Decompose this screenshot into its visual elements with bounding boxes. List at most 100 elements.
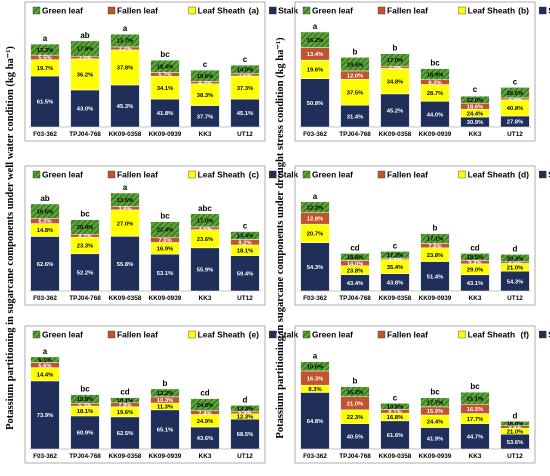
segment-value-label: 21.0% — [507, 429, 523, 435]
bar-segment-green-leaf — [30, 43, 60, 56]
segment-value-label: 5.6% — [38, 363, 51, 369]
legend-label: Fallen leaf — [387, 6, 428, 16]
chart-panel-4: Green leaf Fallen leaf Leaf Sheath Stalk (d)… — [294, 165, 550, 306]
bar-segment-green-leaf — [500, 421, 530, 426]
x-tick-label: TPJ04-768 — [339, 453, 371, 460]
bar-segment-stalk — [190, 247, 220, 292]
x-tick-label: TPJ04-768 — [339, 295, 371, 302]
segment-value-label: 55.9% — [197, 268, 213, 274]
bar-segment-leaf-sheath — [70, 58, 100, 91]
significance-letter: b — [353, 48, 358, 57]
legend-label: Fallen leaf — [117, 6, 158, 16]
segment-value-label: 37.8% — [117, 66, 133, 72]
segment-value-label: 16.3% — [307, 376, 323, 382]
legend-label: Green leaf — [312, 6, 353, 16]
significance-letter: ab — [80, 31, 89, 40]
legend-swatch — [302, 170, 311, 179]
segment-value-label: 13.5% — [387, 405, 403, 411]
segment-value-label: 15.8% — [77, 397, 93, 403]
segment-value-label: 7.6% — [158, 238, 171, 244]
significance-letter: d — [243, 395, 248, 404]
x-tick-label: KK09-0939 — [149, 295, 182, 302]
segment-value-label: 50.8% — [307, 101, 323, 107]
bar-segment-stalk — [150, 98, 180, 128]
x-tick-label: KK09-0939 — [149, 453, 182, 460]
segment-value-label: 20.7% — [307, 232, 323, 238]
segment-value-label: 55.8% — [117, 262, 133, 268]
segment-value-label: 9.4% — [468, 260, 481, 266]
significance-letter: c — [243, 222, 248, 231]
segment-value-label: 45.2% — [387, 109, 403, 115]
x-tick-label: F03-362 — [303, 453, 327, 460]
chart-legend: Green leaf Fallen leaf Leaf Sheath Stalk — [32, 6, 299, 16]
bar-segment-stalk — [380, 93, 410, 128]
panel-frame — [24, 1, 266, 142]
bar-segment-stalk — [380, 420, 410, 450]
bar-segment-green-leaf — [110, 192, 140, 207]
bar-segment-green-leaf — [380, 251, 410, 259]
segment-value-label: 37.7% — [197, 114, 213, 120]
significance-letter: bc — [160, 212, 170, 221]
chart-legend: Green leaf Fallen leaf Leaf Sheath Stalk — [302, 330, 550, 340]
significance-letter: abc — [198, 204, 212, 213]
legend-label: Stalk — [278, 330, 298, 340]
significance-letter: b — [353, 377, 358, 386]
significance-letter: b — [393, 44, 398, 53]
bar-segment-stalk — [340, 423, 370, 450]
x-tick-label: F03-362 — [33, 131, 57, 138]
segment-value-label: 40.8% — [507, 106, 523, 112]
bar-segment-green-leaf — [190, 213, 220, 228]
x-tick-label: UT12 — [507, 453, 523, 460]
x-tick-label: KK09-0939 — [419, 295, 452, 302]
legend-swatch — [188, 170, 196, 179]
bar-segment-stalk — [70, 89, 100, 128]
x-tick-label: KK3 — [199, 131, 212, 138]
significance-letter: cd — [120, 388, 129, 397]
segment-value-label: 5.9% — [238, 411, 251, 417]
legend-label: Stalk — [548, 330, 550, 340]
bar-segment-green-leaf — [70, 219, 100, 235]
segment-value-label: 12.3% — [307, 205, 323, 211]
segment-value-label: 31.4% — [347, 114, 363, 120]
significance-letter: c — [203, 60, 208, 69]
significance-letter: d — [513, 244, 518, 253]
bar-segment-green-leaf — [380, 403, 410, 410]
segment-value-label: 4.4% — [508, 261, 521, 267]
chart-legend: Green leaf Fallen leaf Leaf Sheath Stalk — [302, 6, 550, 16]
segment-value-label: 13.3% — [237, 406, 253, 412]
bar-segment-green-leaf — [420, 233, 450, 244]
segment-value-label: 11.3% — [157, 405, 173, 411]
segment-value-label: 41.8% — [157, 111, 173, 117]
segment-value-label: 24.0% — [197, 403, 213, 409]
panel-label: (d) — [518, 170, 529, 180]
legend-swatch — [539, 170, 547, 179]
segment-value-label: 22.0% — [467, 98, 483, 104]
segment-value-label: 3.6% — [238, 73, 251, 79]
x-tick-label: F03-362 — [33, 453, 57, 460]
segment-value-label: 10.1% — [117, 398, 133, 404]
significance-letter: cd — [200, 389, 209, 398]
segment-value-label: 16.5% — [37, 209, 53, 215]
x-tick-label: F03-362 — [33, 295, 57, 302]
right-y-axis-title: Potassium partitioning in sugarcane comp… — [275, 37, 286, 439]
segment-value-label: 10.6% — [307, 365, 323, 371]
legend-swatch — [107, 170, 116, 179]
segment-value-label: 4.1% — [78, 234, 91, 240]
significance-letter: a — [123, 24, 128, 33]
segment-value-label: 7.8% — [118, 403, 131, 409]
legend-label: Leaf Sheath — [468, 6, 515, 16]
segment-value-label: 18.4% — [157, 65, 173, 71]
segment-value-label: 64.8% — [307, 419, 323, 425]
segment-value-label: 28.7% — [427, 91, 443, 97]
segment-value-label: 18.5% — [467, 255, 483, 261]
segment-value-label: 30.9% — [467, 120, 483, 126]
panel-label: (a) — [249, 6, 260, 16]
panel-frame — [294, 1, 536, 142]
segment-value-label: 73.9% — [37, 413, 53, 419]
segment-value-label: 52.2% — [77, 271, 93, 277]
chart-panel-1: Green leaf Fallen leaf Leaf Sheath Stalk (a)… — [24, 1, 299, 142]
bar-segment-green-leaf — [500, 87, 530, 99]
x-tick-label: KK3 — [469, 453, 482, 460]
segment-value-label: 21.0% — [507, 265, 523, 271]
legend-swatch — [32, 6, 41, 15]
